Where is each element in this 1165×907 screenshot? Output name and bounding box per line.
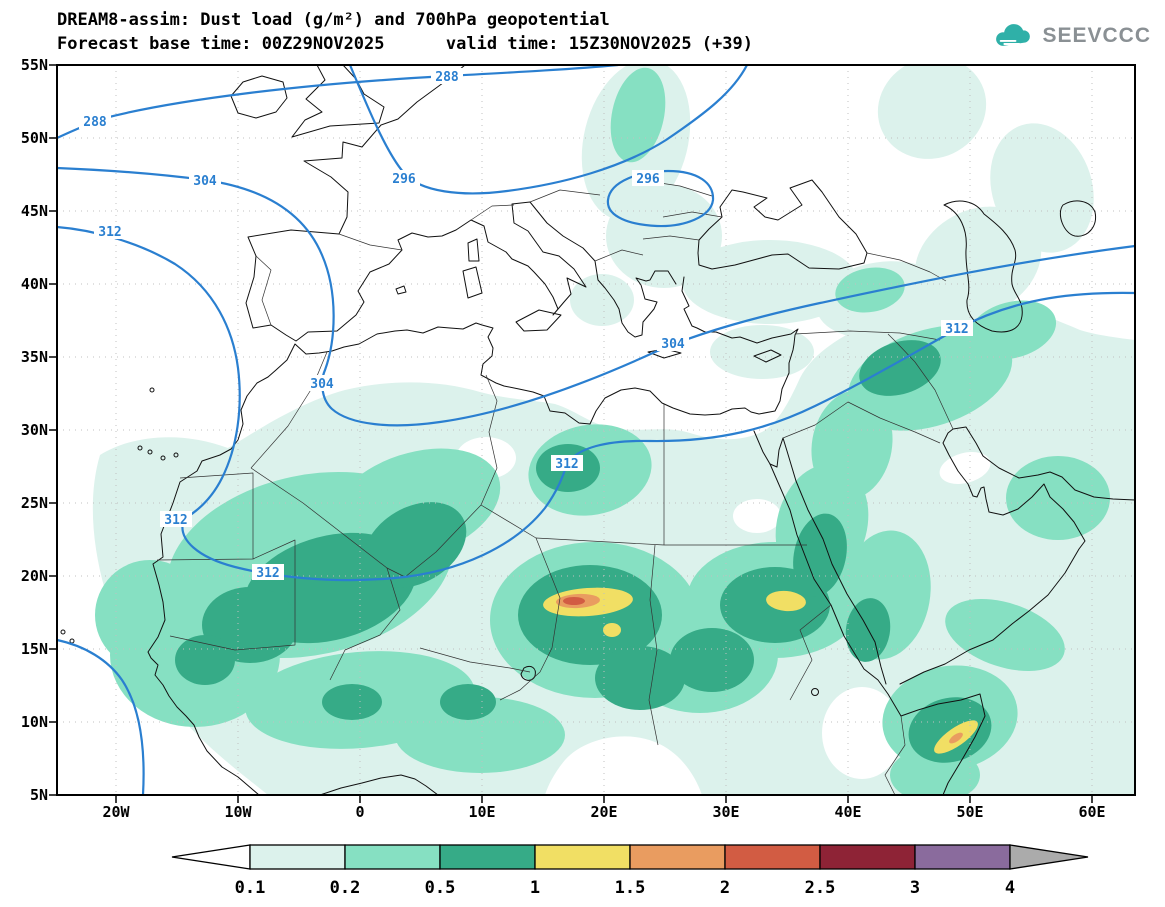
contour-label: 312: [945, 322, 968, 337]
dust-hotspot-sudan-yellow: [766, 590, 806, 612]
lon-label: 20E: [590, 803, 617, 821]
lon-label: 40E: [834, 803, 861, 821]
colorbar-label: 1: [530, 878, 540, 898]
lat-label: 30N: [21, 421, 48, 439]
country-borders: [156, 179, 954, 795]
colorbar-label: 1.5: [615, 878, 646, 898]
longitude-axis: 20W 10W 0 10E 20E 30E 40E 50E 60E: [102, 803, 1105, 821]
lon-label: 0: [355, 803, 364, 821]
colorbar-label: 0.1: [235, 878, 266, 898]
lat-label: 45N: [21, 202, 48, 220]
colorbar-label: 0.2: [330, 878, 361, 898]
colorbar-label: 2.5: [805, 878, 836, 898]
lat-label: 15N: [21, 640, 48, 658]
chart-subtitle: Forecast base time: 00Z29NOV2025 valid t…: [57, 34, 753, 54]
contour-label: 304: [661, 337, 685, 352]
contour-label: 312: [256, 566, 279, 581]
colorbar-segment: [249, 844, 346, 870]
contour-label: 312: [164, 513, 187, 528]
lat-label: 25N: [21, 494, 48, 512]
lat-label: 20N: [21, 567, 48, 585]
lon-label: 20W: [102, 803, 130, 821]
colorbar-segment: [344, 844, 441, 870]
geopotential-contours: [57, 65, 1135, 795]
contour-label: 296: [392, 172, 416, 187]
contour-label: 312: [555, 457, 578, 472]
contour-label: 288: [83, 115, 107, 130]
dust-fill-layer: [92, 65, 1135, 795]
cloud-icon: [996, 24, 1031, 46]
colorbar-label: 2: [720, 878, 730, 898]
dust-hotspot-bodele-red: [563, 597, 585, 605]
colorbar-arrow-right: [1009, 844, 1089, 870]
lat-label: 40N: [21, 275, 48, 293]
axis-ticks: [49, 64, 1093, 803]
colorbar-arrow-left: [171, 844, 251, 870]
contour-label: 288: [435, 70, 459, 85]
colorbar-label: 4: [1005, 878, 1015, 898]
colorbar-segment: [819, 844, 916, 870]
lat-label: 35N: [21, 348, 48, 366]
colorbar-segment: [914, 844, 1011, 870]
contour-label: 304: [193, 174, 217, 189]
colorbar-segment: [439, 844, 536, 870]
contour-label: 296: [636, 172, 660, 187]
lon-label: 60E: [1078, 803, 1105, 821]
colorbar-segment: [629, 844, 726, 870]
contour-label: 312: [98, 225, 121, 240]
colorbar-segment: [534, 844, 631, 870]
chart-titles: DREAM8-assim: Dust load (g/m²) and 700hP…: [57, 8, 753, 56]
lon-label: 30E: [712, 803, 739, 821]
lat-label: 10N: [21, 713, 48, 731]
chart-title: DREAM8-assim: Dust load (g/m²) and 700hP…: [57, 10, 610, 30]
contour-labels: 288 288 304 296 296 312 304 304 312 312 …: [79, 68, 973, 581]
lat-label: 55N: [21, 56, 48, 74]
colorbar-label: 0.5: [425, 878, 456, 898]
colorbar-segment: [724, 844, 821, 870]
lon-label: 50E: [956, 803, 983, 821]
colorbar: 0.1 0.2 0.5 1 1.5 2 2.5 3 4: [171, 844, 1089, 898]
logo-text: SEEVCCC: [1042, 24, 1151, 47]
lon-label: 10W: [224, 803, 252, 821]
lon-label: 10E: [468, 803, 495, 821]
contour-label: 304: [310, 377, 334, 392]
lat-label: 5N: [30, 786, 48, 804]
colorbar-label: 3: [910, 878, 920, 898]
lat-label: 50N: [21, 129, 48, 147]
seevccc-logo: SEEVCCC: [990, 20, 1151, 52]
coastlines: [60, 65, 1135, 795]
latitude-axis: 55N 50N 45N 40N 35N 30N 25N 20N 15N 10N …: [21, 56, 48, 804]
